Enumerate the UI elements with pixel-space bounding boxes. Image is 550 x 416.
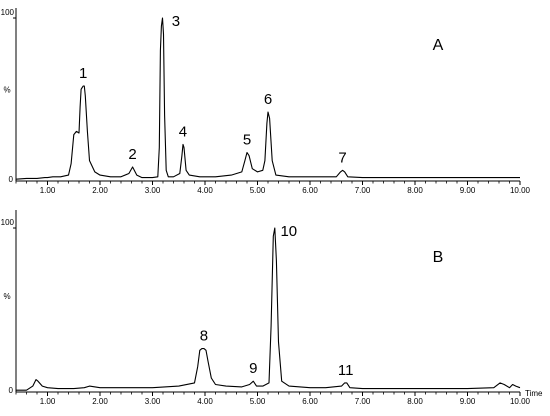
panel-letter: A: [433, 37, 444, 54]
x-tick-label: 8.00: [407, 186, 423, 195]
peak-label-1: 1: [79, 65, 87, 82]
x-tick-label: 8.00: [407, 397, 423, 406]
peak-label-8: 8: [200, 328, 208, 345]
x-tick-label: 4.00: [197, 186, 213, 195]
peak-label-5: 5: [243, 131, 251, 148]
x-tick-label: 5.00: [250, 397, 266, 406]
peak-label-10: 10: [280, 223, 297, 240]
x-tick-label: 1.00: [40, 186, 56, 195]
x-tick-label: 3.00: [145, 186, 161, 195]
x-tick-label: 6.00: [302, 397, 318, 406]
panel-a: 1.00 2.00 3.00 4.00 5.00 6.00 7.00 8.00 9.00 10.0…: [1, 8, 531, 195]
peak-label-11: 11: [338, 362, 354, 379]
x-tick-label: 5.00: [250, 186, 266, 195]
peak-label-9: 9: [249, 360, 257, 377]
y-axis-label: %: [3, 292, 10, 301]
x-tick-label: 2.00: [92, 186, 108, 195]
peak-label-7: 7: [338, 149, 346, 166]
panel-letter: B: [433, 249, 444, 266]
x-tick-label: 9.00: [460, 186, 476, 195]
x-tick-label: 9.00: [460, 397, 476, 406]
x-tick-label: 10.00: [510, 397, 531, 406]
chromatogram-trace: [16, 227, 521, 391]
x-tick-label: 1.00: [40, 397, 56, 406]
x-tick-label: 6.00: [302, 186, 318, 195]
y-tick-label-100: 100: [1, 218, 15, 227]
x-tick-label: 4.00: [197, 397, 213, 406]
peak-label-6: 6: [264, 91, 272, 108]
x-tick-label: 2.00: [92, 397, 108, 406]
x-tick-label: 10.00: [510, 186, 531, 195]
peak-label-4: 4: [179, 123, 187, 140]
y-tick-label-100: 100: [1, 8, 15, 17]
peak-label-2: 2: [128, 146, 136, 163]
y-axis-label: %: [3, 86, 10, 95]
panel-b: 1.00 2.00 3.00 4.00 5.00 6.00 7.00 8.00 9.00 10.0…: [1, 210, 543, 406]
y-tick-label-0: 0: [9, 175, 14, 184]
chromatogram-trace: [15, 17, 520, 180]
x-tick-label: 7.00: [355, 186, 371, 195]
x-tick-label: 7.00: [355, 397, 371, 406]
x-tick-label: 3.00: [145, 397, 161, 406]
x-axis-label: Time: [525, 389, 543, 398]
y-tick-label-0: 0: [9, 386, 14, 395]
peak-label-3: 3: [172, 13, 180, 30]
